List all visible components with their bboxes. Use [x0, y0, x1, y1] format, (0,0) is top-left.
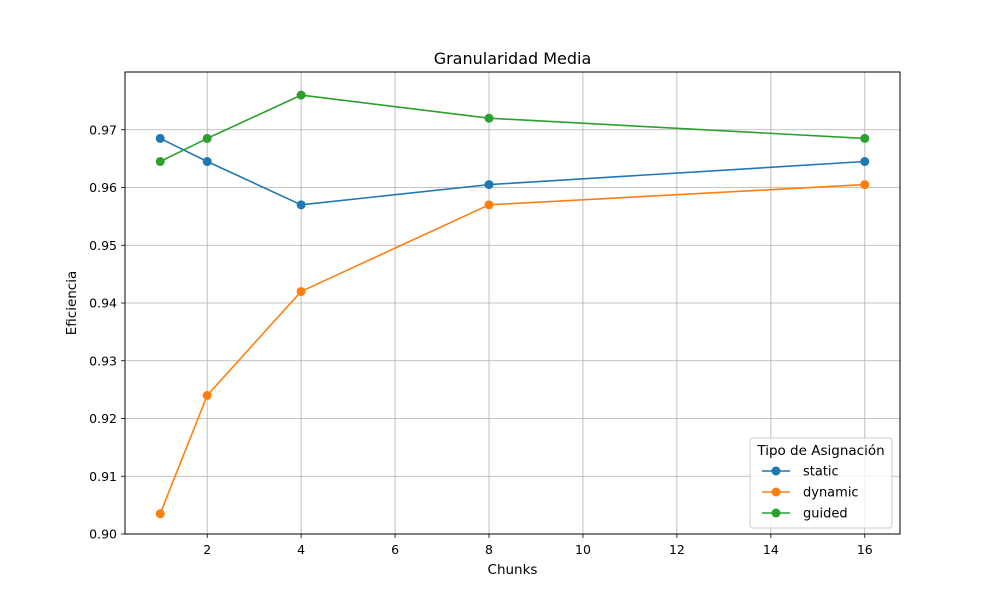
data-point-guided [202, 133, 212, 143]
data-point-guided [155, 157, 165, 167]
x-axis-label: Chunks [488, 562, 538, 578]
data-point-guided [484, 113, 494, 123]
series-static [155, 133, 870, 210]
data-point-static [296, 200, 306, 210]
data-point-dynamic [484, 200, 494, 210]
y-tick-label: 0.95 [89, 238, 117, 253]
data-point-dynamic [296, 286, 306, 296]
data-point-dynamic [155, 509, 165, 519]
series-guided [155, 90, 870, 167]
x-tick-label: 8 [485, 542, 493, 557]
legend-title: Tipo de Asignación [756, 443, 884, 459]
legend-label: static [803, 465, 839, 480]
data-point-static [155, 133, 165, 143]
legend-swatch-marker [771, 487, 781, 497]
x-tick-label: 4 [297, 542, 305, 557]
legend-item-dynamic: dynamic [762, 486, 859, 501]
legend-label: dynamic [803, 486, 859, 501]
x-tick-label: 14 [763, 542, 779, 557]
legend-item-guided: guided [762, 507, 848, 522]
y-tick-label: 0.90 [89, 527, 117, 542]
x-tick-label: 16 [857, 542, 873, 557]
data-point-static [202, 157, 212, 167]
y-axis-label: Eficiencia [64, 271, 80, 336]
y-tick-label: 0.96 [89, 180, 117, 195]
data-point-dynamic [860, 180, 870, 190]
legend-swatch-marker [771, 508, 781, 518]
data-point-static [484, 180, 494, 190]
y-axis-ticks: 0.90 0.91 0.92 0.93 0.94 0.95 0.96 0.97 [89, 122, 125, 542]
x-tick-label: 12 [669, 542, 685, 557]
x-tick-label: 6 [391, 542, 399, 557]
data-point-guided [860, 133, 870, 143]
y-tick-label: 0.94 [89, 296, 117, 311]
data-point-dynamic [202, 390, 212, 400]
x-tick-label: 10 [575, 542, 591, 557]
legend: Tipo de Asignación static dynamic guided [749, 437, 893, 529]
data-point-guided [296, 90, 306, 100]
chart-title: Granularidad Media [434, 49, 592, 68]
legend-box [749, 437, 893, 529]
legend-item-static: static [762, 465, 839, 480]
series-layer [155, 90, 870, 519]
x-tick-label: 2 [203, 542, 211, 557]
y-tick-label: 0.91 [89, 469, 117, 484]
legend-label: guided [803, 507, 848, 522]
legend-swatch-marker [771, 466, 781, 476]
series-dynamic [155, 180, 870, 519]
y-tick-label: 0.93 [89, 353, 117, 368]
x-axis-ticks: 2 4 6 8 10 12 14 16 [203, 534, 873, 557]
y-tick-label: 0.97 [89, 122, 117, 137]
data-point-static [860, 157, 870, 167]
y-tick-label: 0.92 [89, 411, 117, 426]
